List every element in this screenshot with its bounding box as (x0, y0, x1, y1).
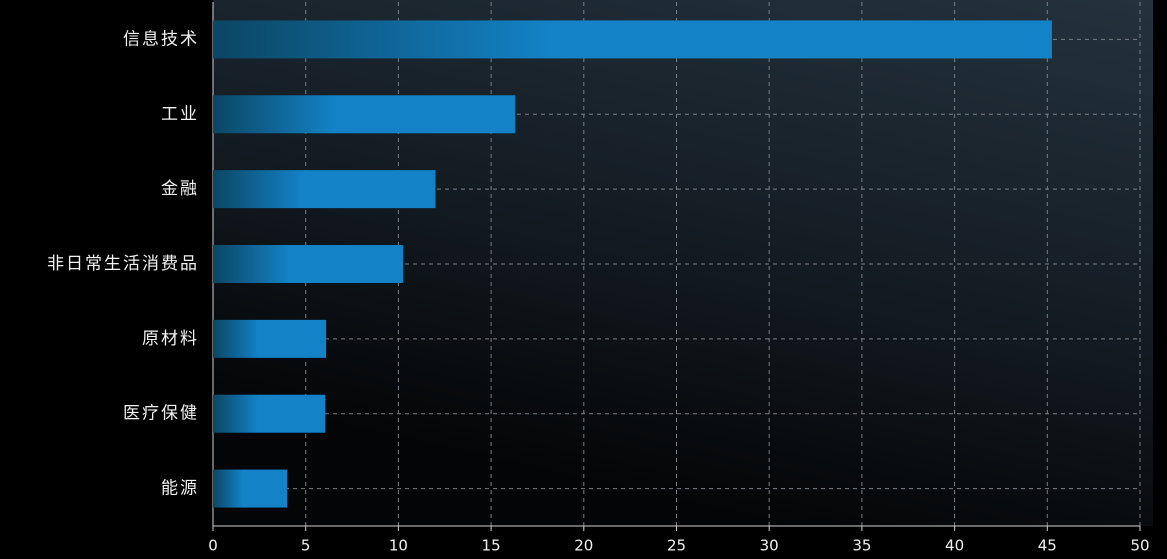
x-tick-label: 40 (945, 537, 964, 555)
x-tick-label: 10 (389, 537, 408, 555)
y-tick-label: 非日常生活消费品 (47, 254, 199, 274)
x-tick-label: 15 (482, 537, 501, 555)
bar (213, 319, 327, 358)
y-tick-label: 能源 (161, 479, 199, 499)
x-tick-label: 5 (301, 537, 311, 555)
x-tick-label: 35 (852, 537, 871, 555)
bar (213, 170, 436, 209)
x-tick-label: 0 (208, 537, 218, 555)
y-tick-label: 信息技术 (123, 29, 199, 49)
bar (213, 469, 288, 508)
y-tick-label: 医疗保健 (123, 404, 199, 424)
x-tick-label: 30 (760, 537, 779, 555)
y-tick-label: 金融 (161, 179, 199, 199)
x-tick-label: 45 (1038, 537, 1057, 555)
x-tick-label: 20 (574, 537, 593, 555)
bar (213, 20, 1052, 59)
bar (213, 95, 516, 134)
x-tick-label: 50 (1130, 537, 1149, 555)
y-tick-label: 工业 (161, 104, 199, 124)
bar (213, 394, 326, 433)
x-tick-label: 25 (667, 537, 686, 555)
bar (213, 245, 404, 283)
y-tick-label: 原材料 (142, 329, 199, 349)
